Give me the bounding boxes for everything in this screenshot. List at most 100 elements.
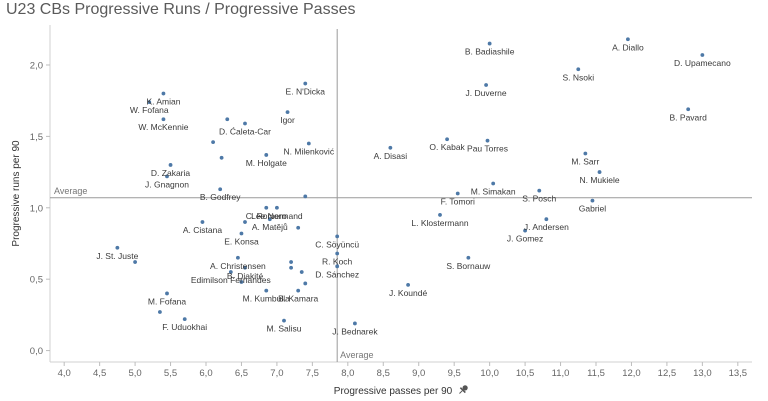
average-x-label: Average — [340, 350, 373, 360]
point-label: M. Sarr — [571, 157, 599, 167]
point-label: Edimilson Fernandes — [191, 275, 271, 285]
data-point — [335, 234, 340, 239]
point-label: A. Diallo — [612, 42, 644, 52]
x-tick-label: 13,5 — [729, 368, 748, 379]
average-lines: Average Average — [50, 29, 752, 362]
point-label: A. Cistana — [183, 225, 222, 235]
point-label: M. Holgate — [246, 158, 287, 168]
point-label: W. McKennie — [138, 122, 188, 132]
point-label: B. Diakité — [227, 271, 264, 281]
data-point — [239, 280, 244, 284]
point-label: J. Andersen — [524, 222, 569, 232]
pin-icon — [459, 385, 468, 394]
point-label: J. Gnagnon — [145, 179, 189, 189]
point-label: D. Sánchez — [315, 269, 359, 279]
data-point — [264, 205, 269, 210]
x-tick-label: 10,0 — [480, 368, 499, 379]
data-point — [219, 155, 224, 160]
point-label: Lee Normand — [251, 211, 303, 221]
data-point — [264, 153, 269, 157]
point-label: S. Nsoki — [562, 72, 594, 82]
x-tick-label: 6,5 — [235, 368, 248, 379]
point-label: N. Mukiele — [579, 175, 619, 185]
point-label: O. Kabak — [429, 142, 465, 152]
y-tick-label: 1,5 — [30, 132, 43, 143]
point-label: E. N'Dicka — [286, 87, 326, 97]
data-point — [484, 83, 488, 87]
chart-title: U23 CBs Progressive Runs / Progressive P… — [6, 1, 356, 18]
data-point — [165, 174, 169, 179]
y-tick-label: 0,5 — [30, 275, 43, 286]
point-label: L. Klostermann — [411, 218, 468, 228]
data-point — [275, 205, 279, 210]
point-label: S. Bornauw — [446, 261, 491, 271]
point-label: Igor — [280, 115, 295, 125]
point-label: K. Amian — [146, 97, 180, 107]
point-label: J. Koundé — [389, 288, 428, 298]
point-label: C. Söyüncü — [315, 239, 359, 249]
data-point — [303, 281, 308, 286]
point-label: B. Kamara — [278, 294, 318, 304]
point-label: W. Fofana — [130, 105, 169, 115]
data-point — [626, 37, 630, 42]
point-label: Pau Torres — [467, 144, 508, 154]
x-tick-label: 5,0 — [128, 368, 141, 379]
point-label: J. Gomez — [507, 234, 543, 244]
data-point — [289, 265, 293, 270]
data-point — [225, 117, 230, 122]
data-point — [700, 53, 705, 57]
point-label: D. Zakaria — [151, 168, 190, 178]
data-point — [544, 217, 549, 222]
data-point — [388, 145, 393, 150]
y-tick-label: 1,0 — [30, 203, 43, 214]
data-point — [158, 310, 162, 314]
data-point — [243, 121, 247, 126]
data-point — [576, 67, 581, 72]
data-points — [115, 37, 705, 326]
data-point — [161, 91, 166, 96]
point-label: A. Christensen — [210, 261, 266, 271]
x-tick-label: 5,5 — [164, 368, 177, 379]
data-point — [168, 163, 173, 167]
data-point — [466, 255, 471, 260]
point-label: F. Tomori — [441, 197, 475, 207]
point-label: B. Pavard — [670, 112, 708, 122]
point-label: J. Duverne — [466, 88, 507, 98]
point-label: Gabriel — [579, 204, 607, 214]
x-tick-label: 8,0 — [341, 368, 354, 379]
point-label: A. Disasi — [374, 151, 408, 161]
data-point — [353, 321, 357, 326]
data-point — [306, 141, 311, 146]
point-label: M. Simakan — [471, 187, 516, 197]
data-point — [590, 198, 595, 203]
point-label: R. Koch — [322, 256, 353, 266]
point-label: F. Uduokhai — [162, 322, 207, 332]
point-label: B. Godfrey — [200, 192, 241, 202]
point-label: M. Fofana — [148, 296, 187, 306]
data-point — [182, 317, 187, 322]
data-point — [523, 228, 527, 233]
data-point — [200, 220, 205, 224]
data-point — [303, 194, 308, 199]
x-tick-label: 13,0 — [693, 368, 712, 379]
data-point — [236, 255, 240, 260]
data-point — [438, 213, 442, 217]
x-tick-label: 7,5 — [306, 368, 319, 379]
data-point — [165, 291, 169, 296]
data-point — [285, 110, 290, 115]
data-point — [686, 107, 691, 112]
data-point — [218, 187, 223, 192]
data-point — [161, 117, 166, 122]
point-label: E. Konsa — [224, 236, 259, 246]
x-tick-label: 10,5 — [516, 368, 535, 379]
y-tick-label: 0,0 — [30, 346, 43, 357]
data-point — [406, 282, 410, 287]
point-label: M. Salisu — [267, 324, 302, 334]
data-point — [303, 81, 308, 86]
x-tick-label: 4,5 — [93, 368, 106, 379]
data-point — [335, 251, 340, 256]
data-point — [211, 140, 215, 144]
point-label: A. Matějů — [252, 222, 288, 232]
x-tick-label: 9,0 — [412, 368, 425, 379]
average-y-label: Average — [54, 186, 87, 196]
